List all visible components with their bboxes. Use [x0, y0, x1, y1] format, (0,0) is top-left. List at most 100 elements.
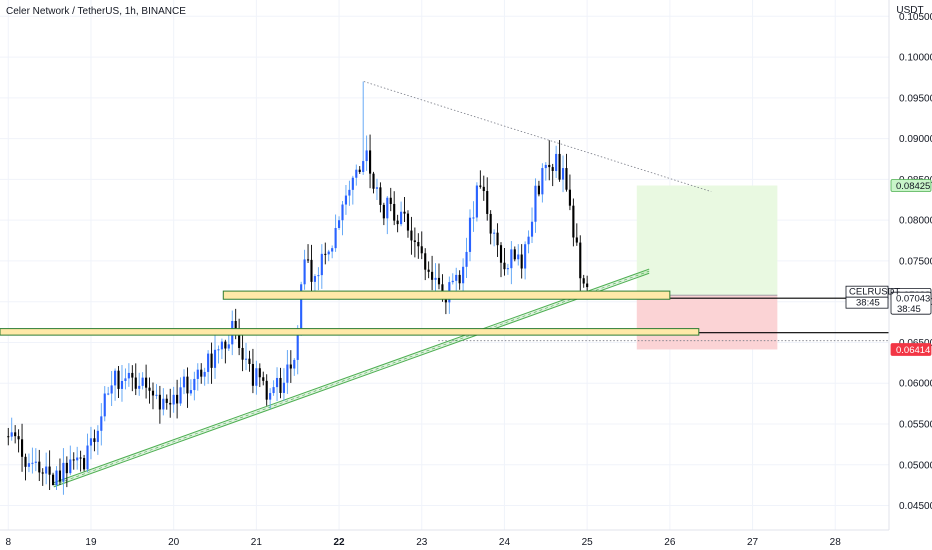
- candle: [96, 425, 99, 455]
- price-tick-label: 0.05500: [899, 420, 932, 431]
- candle-body: [72, 459, 75, 461]
- candle: [513, 246, 516, 262]
- candle: [272, 380, 275, 396]
- candle: [527, 230, 530, 254]
- candle-body: [458, 274, 461, 284]
- candle: [548, 140, 551, 181]
- price-tag: 0.06414: [890, 343, 932, 356]
- candle: [420, 231, 423, 260]
- candle-body: [258, 368, 261, 378]
- candle: [251, 348, 254, 394]
- candle-body: [79, 457, 82, 459]
- candle: [517, 244, 520, 266]
- candle: [431, 255, 434, 291]
- candle: [437, 263, 441, 290]
- candle-body: [27, 463, 31, 467]
- candle: [65, 456, 68, 488]
- candle-body: [351, 177, 354, 190]
- price-tick-label: 0.09000: [899, 134, 932, 145]
- candle: [493, 229, 496, 247]
- candle: [348, 180, 351, 206]
- candle-body: [255, 368, 258, 386]
- candle-body: [31, 462, 34, 464]
- candle-body: [189, 390, 192, 394]
- candle-body: [17, 436, 20, 440]
- candle: [351, 175, 354, 205]
- candle-body: [51, 474, 55, 486]
- candle: [200, 363, 203, 384]
- candle-body: [186, 376, 189, 394]
- candle: [131, 365, 134, 392]
- candle: [561, 155, 565, 193]
- candle: [534, 178, 537, 233]
- candle-body: [317, 275, 320, 277]
- candle-body: [313, 276, 317, 282]
- candle: [203, 367, 206, 386]
- rising-channel-fill: [53, 269, 650, 487]
- candle: [207, 350, 210, 384]
- candle-body: [537, 185, 540, 195]
- candle: [72, 452, 75, 470]
- candle: [472, 201, 475, 232]
- candle: [127, 363, 130, 387]
- candle: [386, 196, 389, 235]
- candle-body: [403, 211, 406, 214]
- candle-body: [20, 439, 24, 457]
- candle-body: [358, 169, 361, 172]
- candle-body: [372, 173, 375, 189]
- candle-body: [14, 432, 17, 437]
- candle-body: [69, 459, 72, 474]
- price-tag-countdown: 38:45: [897, 304, 921, 315]
- candle-body: [341, 204, 344, 221]
- candle-body: [544, 164, 547, 169]
- candle-body: [127, 372, 130, 379]
- candle-body: [289, 364, 292, 369]
- support-zones: [0, 290, 700, 336]
- candle-body: [24, 456, 27, 467]
- candle: [289, 350, 292, 383]
- candle-body: [324, 253, 327, 255]
- price-tick-label: 0.05000: [899, 460, 932, 471]
- candle-body: [244, 358, 248, 360]
- candle-body: [524, 244, 527, 269]
- candle: [155, 384, 158, 400]
- chart-title: Celer Network / TetherUS, 1h, BINANCE: [6, 6, 186, 17]
- price-axis: USDT0.105000.100000.095000.090000.085000…: [845, 0, 932, 550]
- candle-body: [344, 195, 348, 205]
- candle-body: [465, 251, 468, 267]
- candle-body: [282, 382, 285, 393]
- candle: [55, 466, 58, 490]
- price-tag-box: [890, 343, 932, 356]
- candle-body: [379, 187, 382, 205]
- candle: [406, 210, 410, 238]
- candle-body: [193, 378, 196, 391]
- candle: [241, 332, 244, 372]
- candle: [468, 209, 472, 262]
- candle: [334, 214, 337, 252]
- candle-body: [176, 394, 179, 404]
- candle-body: [510, 249, 513, 269]
- candle: [327, 249, 330, 262]
- candle-body: [548, 164, 551, 168]
- price-tag-label: 0.08425: [896, 181, 930, 192]
- candle-body: [131, 372, 134, 378]
- candle-body: [224, 341, 227, 349]
- candle: [217, 345, 220, 364]
- candle: [551, 163, 554, 187]
- candle: [575, 223, 578, 246]
- candle: [145, 364, 148, 399]
- candle: [558, 140, 561, 182]
- time-axis: 8 19 20 21 22 23 24 25 26 27 28: [0, 529, 889, 548]
- time-tick-label: 25: [582, 537, 594, 548]
- price-tick-label: 0.06000: [899, 379, 932, 390]
- time-tick-label: 8: [5, 537, 11, 548]
- candle-body: [203, 371, 206, 377]
- price-tag-box: [890, 179, 932, 192]
- candle: [83, 454, 86, 472]
- candle-body: [417, 241, 420, 247]
- candle: [520, 244, 523, 279]
- candle: [69, 445, 72, 476]
- candle-body: [551, 167, 554, 171]
- candle: [210, 342, 213, 384]
